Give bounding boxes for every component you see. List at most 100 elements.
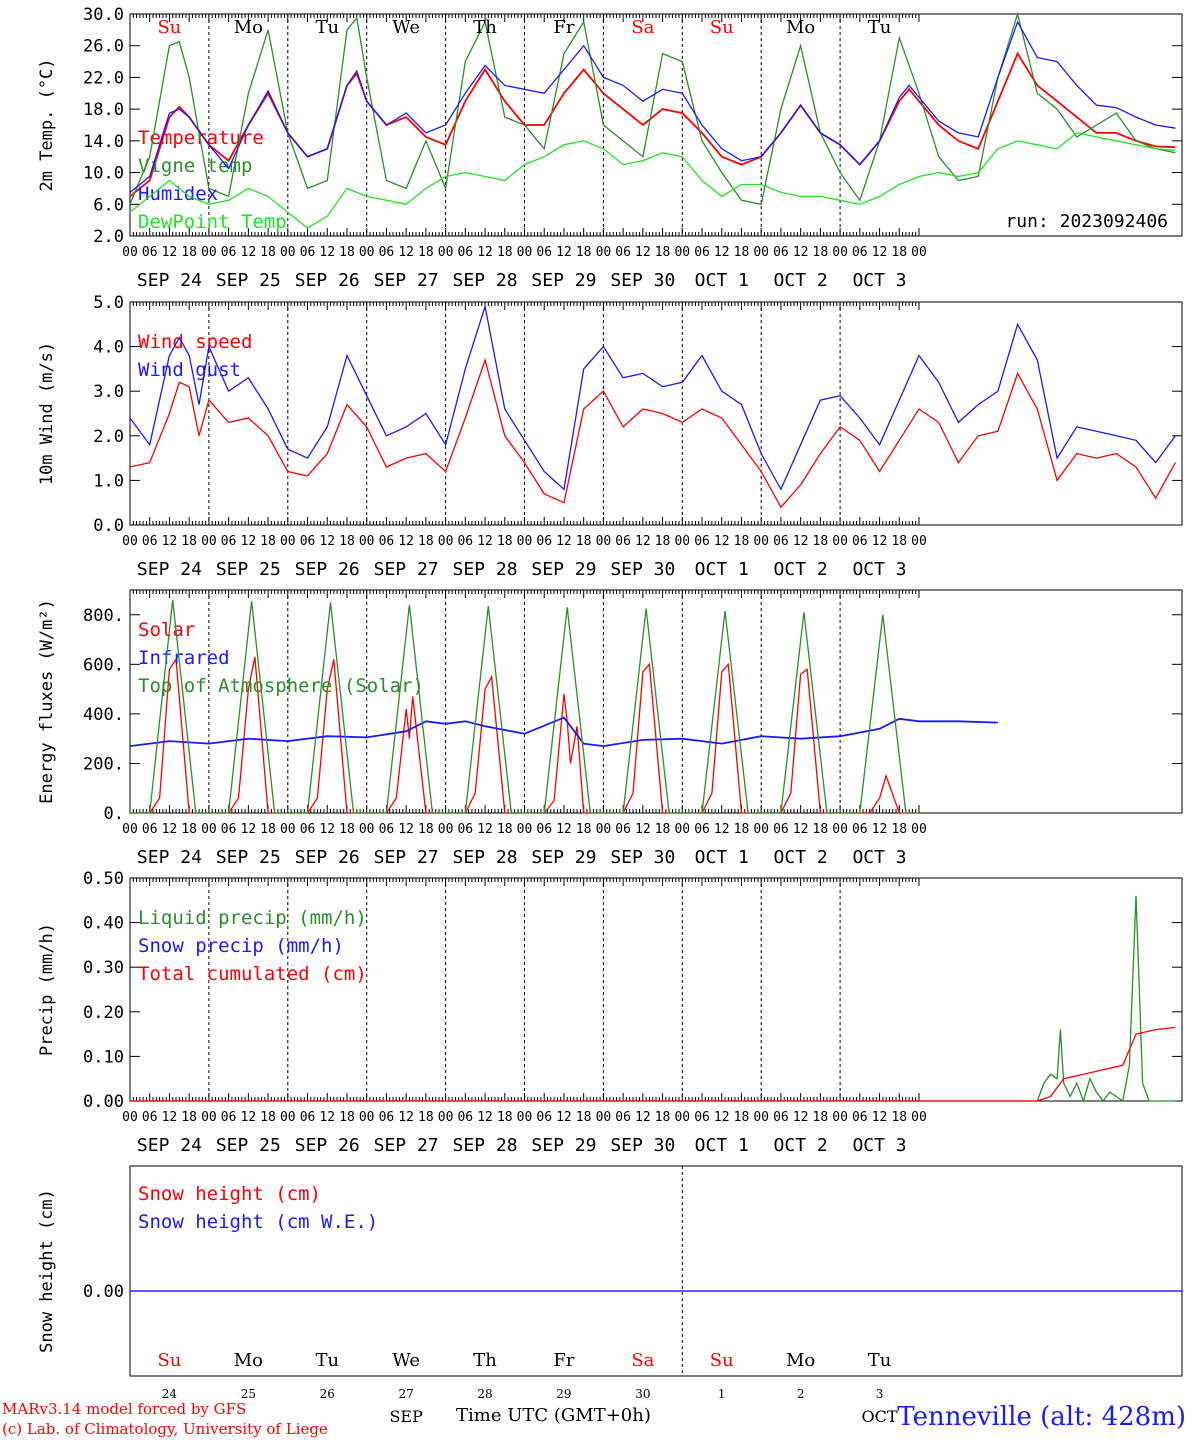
weekday-label: Tu bbox=[315, 1350, 339, 1371]
y-tick-label: 0. bbox=[104, 804, 124, 824]
y-axis-label: 2m Temp. (°C) bbox=[37, 58, 57, 191]
hour-label: 12 bbox=[556, 1110, 572, 1125]
legend-entry: Top of Atmosphere (Solar) bbox=[138, 675, 424, 697]
hour-label: 00 bbox=[517, 1110, 533, 1125]
hour-label: 00 bbox=[753, 1110, 769, 1125]
hour-label: 00 bbox=[201, 245, 217, 260]
hour-label: 00 bbox=[122, 1110, 138, 1125]
date-label: OCT 3 bbox=[852, 847, 906, 868]
weekday-label: Th bbox=[473, 1350, 497, 1371]
hour-label: 18 bbox=[418, 534, 434, 549]
hour-label: 00 bbox=[517, 534, 533, 549]
hour-label: 18 bbox=[734, 1110, 750, 1125]
hour-label: 06 bbox=[773, 245, 789, 260]
y-tick-label: 18.0 bbox=[83, 100, 124, 120]
date-label: SEP 29 bbox=[531, 270, 596, 291]
hour-label: 18 bbox=[260, 534, 276, 549]
hour-label: 18 bbox=[418, 1110, 434, 1125]
hour-label: 00 bbox=[438, 534, 454, 549]
hour-label: 12 bbox=[872, 1110, 888, 1125]
hour-label: 06 bbox=[379, 245, 395, 260]
hour-label: 06 bbox=[300, 245, 316, 260]
legend-entry: Total cumulated (cm) bbox=[138, 963, 367, 985]
date-label: SEP 27 bbox=[374, 270, 439, 291]
hour-label: 00 bbox=[832, 534, 848, 549]
hour-label: 00 bbox=[911, 245, 927, 260]
hour-label: 18 bbox=[339, 822, 355, 837]
weekday-label: Sa bbox=[631, 17, 654, 38]
y-tick-label: 4.0 bbox=[93, 338, 124, 358]
hour-label: 18 bbox=[576, 534, 592, 549]
weekday-label: Su bbox=[710, 1350, 734, 1371]
hour-label: 00 bbox=[359, 822, 375, 837]
hour-label: 00 bbox=[280, 534, 296, 549]
hour-label: 18 bbox=[181, 822, 197, 837]
hour-label: 06 bbox=[615, 1110, 631, 1125]
hour-label: 18 bbox=[339, 534, 355, 549]
hour-label: 12 bbox=[398, 245, 414, 260]
hour-label: 06 bbox=[221, 1110, 237, 1125]
hour-label: 12 bbox=[714, 245, 730, 260]
hour-label: 00 bbox=[596, 1110, 612, 1125]
legend-entry: Solar bbox=[138, 619, 195, 641]
y-tick-label: 2.0 bbox=[93, 427, 124, 447]
y-axis-label: Snow height (cm) bbox=[37, 1189, 57, 1353]
weekday-label: Su bbox=[157, 17, 181, 38]
hour-label: 06 bbox=[615, 534, 631, 549]
run-label: run: 2023092406 bbox=[1005, 211, 1168, 232]
hour-label: 12 bbox=[162, 822, 178, 837]
hour-label: 18 bbox=[181, 534, 197, 549]
hour-label: 06 bbox=[142, 822, 158, 837]
weekday-label: Mo bbox=[786, 17, 815, 38]
day-number: 27 bbox=[399, 1387, 414, 1401]
date-label: SEP 26 bbox=[295, 847, 360, 868]
y-tick-label: 400. bbox=[83, 705, 124, 725]
weekday-label: Su bbox=[710, 17, 734, 38]
hour-label: 00 bbox=[359, 245, 375, 260]
date-label: SEP 28 bbox=[453, 559, 518, 580]
day-number: 3 bbox=[876, 1387, 884, 1401]
date-label: SEP 27 bbox=[374, 847, 439, 868]
hour-label: 06 bbox=[142, 534, 158, 549]
hour-label: 18 bbox=[891, 245, 907, 260]
hour-label: 06 bbox=[221, 245, 237, 260]
hour-label: 18 bbox=[655, 1110, 671, 1125]
weekday-label: Su bbox=[157, 1350, 181, 1371]
date-label: SEP 29 bbox=[531, 559, 596, 580]
hour-label: 12 bbox=[241, 1110, 257, 1125]
y-tick-label: 0.0 bbox=[93, 516, 124, 536]
hour-label: 00 bbox=[753, 822, 769, 837]
hour-label: 12 bbox=[319, 534, 335, 549]
date-label: OCT 2 bbox=[774, 270, 828, 291]
hour-label: 12 bbox=[319, 822, 335, 837]
hour-label: 18 bbox=[339, 245, 355, 260]
date-label: OCT 1 bbox=[695, 559, 749, 580]
hour-label: 06 bbox=[694, 822, 710, 837]
hour-label: 12 bbox=[635, 1110, 651, 1125]
hour-label: 18 bbox=[813, 245, 829, 260]
hour-label: 12 bbox=[635, 245, 651, 260]
hour-label: 12 bbox=[872, 245, 888, 260]
hour-label: 00 bbox=[122, 245, 138, 260]
hour-label: 00 bbox=[911, 822, 927, 837]
hour-label: 00 bbox=[832, 245, 848, 260]
hour-label: 06 bbox=[300, 822, 316, 837]
y-tick-label: 3.0 bbox=[93, 382, 124, 402]
hour-label: 06 bbox=[142, 1110, 158, 1125]
hour-label: 06 bbox=[852, 534, 868, 549]
hour-label: 00 bbox=[911, 534, 927, 549]
weekday-label: Mo bbox=[234, 17, 263, 38]
hour-label: 18 bbox=[734, 245, 750, 260]
hour-label: 12 bbox=[635, 822, 651, 837]
hour-label: 00 bbox=[122, 822, 138, 837]
hour-label: 12 bbox=[793, 534, 809, 549]
date-label: OCT 1 bbox=[695, 270, 749, 291]
day-number: 1 bbox=[718, 1387, 726, 1401]
hour-label: 06 bbox=[536, 245, 552, 260]
day-number: 26 bbox=[320, 1387, 335, 1401]
hour-label: 06 bbox=[615, 822, 631, 837]
date-label: OCT 3 bbox=[852, 1135, 906, 1156]
y-tick-label: 0.10 bbox=[83, 1047, 124, 1067]
hour-label: 00 bbox=[911, 1110, 927, 1125]
